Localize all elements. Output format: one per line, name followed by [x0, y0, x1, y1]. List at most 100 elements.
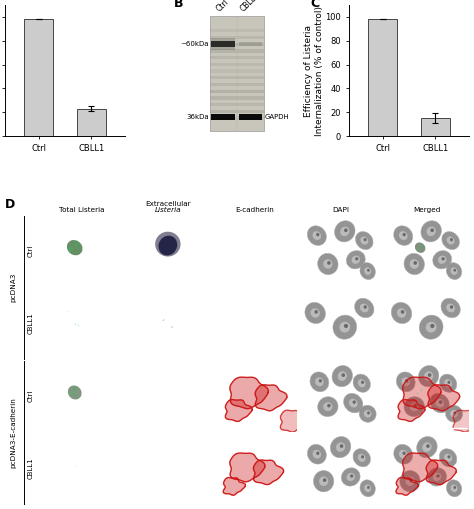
Ellipse shape [420, 244, 422, 246]
Ellipse shape [437, 474, 440, 477]
Ellipse shape [336, 442, 345, 452]
Ellipse shape [77, 241, 78, 243]
Ellipse shape [76, 246, 79, 247]
Ellipse shape [433, 473, 441, 481]
Bar [210, 29, 264, 33]
Text: Ctrl: Ctrl [27, 245, 34, 258]
Bar [239, 42, 262, 46]
Ellipse shape [367, 411, 370, 414]
Y-axis label: Efficiency of Listeria
Internalization (% of control): Efficiency of Listeria Internalization (… [304, 6, 324, 135]
Ellipse shape [364, 485, 371, 492]
Ellipse shape [344, 324, 348, 328]
Ellipse shape [405, 379, 408, 383]
Text: E-cadherin: E-cadherin [235, 207, 273, 213]
Ellipse shape [341, 373, 345, 377]
Ellipse shape [323, 478, 327, 482]
Ellipse shape [353, 449, 371, 467]
Ellipse shape [315, 377, 324, 386]
Ellipse shape [364, 267, 371, 275]
Bar [210, 76, 264, 79]
Ellipse shape [313, 470, 334, 492]
Ellipse shape [447, 381, 450, 384]
Ellipse shape [404, 397, 424, 416]
Bar [210, 110, 264, 113]
Bar [210, 63, 264, 66]
Ellipse shape [364, 305, 367, 309]
Ellipse shape [405, 476, 415, 486]
Ellipse shape [427, 227, 436, 236]
Ellipse shape [447, 455, 450, 459]
Ellipse shape [447, 304, 455, 313]
Ellipse shape [346, 473, 355, 481]
Ellipse shape [359, 405, 376, 422]
Ellipse shape [358, 379, 365, 387]
Ellipse shape [341, 468, 360, 486]
Ellipse shape [447, 263, 462, 279]
Ellipse shape [447, 480, 462, 497]
Ellipse shape [418, 392, 419, 394]
Ellipse shape [163, 246, 164, 249]
Bar [210, 43, 264, 46]
Ellipse shape [441, 257, 445, 261]
Ellipse shape [404, 253, 424, 275]
Polygon shape [402, 377, 441, 409]
Ellipse shape [435, 399, 444, 408]
Ellipse shape [340, 444, 343, 448]
Ellipse shape [400, 470, 420, 492]
Ellipse shape [68, 385, 82, 400]
Ellipse shape [397, 308, 406, 318]
Ellipse shape [323, 259, 332, 269]
Ellipse shape [327, 404, 331, 407]
Ellipse shape [70, 247, 71, 249]
Bar [210, 69, 264, 73]
Ellipse shape [399, 450, 408, 459]
Ellipse shape [439, 449, 457, 467]
Ellipse shape [353, 401, 356, 404]
Text: GAPDH: GAPDH [265, 114, 290, 120]
Text: CBLL1: CBLL1 [27, 313, 34, 334]
Text: Extracellular: Extracellular [145, 201, 191, 207]
Ellipse shape [78, 325, 79, 326]
Text: CBLL1: CBLL1 [239, 0, 262, 14]
Ellipse shape [409, 478, 413, 482]
Bar [211, 41, 235, 46]
Ellipse shape [72, 392, 73, 394]
Text: pcDNA3: pcDNA3 [10, 273, 16, 302]
Ellipse shape [421, 221, 441, 242]
Bar [210, 117, 264, 120]
Ellipse shape [424, 372, 433, 381]
Ellipse shape [399, 231, 408, 240]
Ellipse shape [454, 269, 456, 272]
Polygon shape [223, 477, 246, 495]
Bar [210, 96, 264, 100]
Ellipse shape [396, 372, 415, 392]
Ellipse shape [355, 257, 358, 261]
Bar [239, 114, 262, 120]
Polygon shape [396, 477, 418, 495]
Ellipse shape [319, 379, 322, 383]
Ellipse shape [426, 444, 430, 448]
Ellipse shape [335, 221, 355, 242]
Ellipse shape [364, 410, 372, 417]
Ellipse shape [422, 245, 423, 247]
Bar [210, 83, 264, 86]
Ellipse shape [444, 379, 452, 387]
Ellipse shape [172, 326, 173, 328]
Ellipse shape [165, 252, 167, 253]
Polygon shape [281, 410, 307, 432]
Bar [210, 36, 264, 39]
Ellipse shape [430, 324, 434, 328]
Ellipse shape [439, 401, 442, 404]
Bar [210, 90, 264, 93]
Bar [211, 114, 235, 120]
Ellipse shape [353, 374, 370, 392]
Bar [210, 56, 264, 59]
Ellipse shape [419, 365, 439, 387]
Ellipse shape [330, 437, 351, 458]
Ellipse shape [310, 308, 320, 318]
Ellipse shape [318, 397, 338, 416]
Ellipse shape [352, 256, 360, 264]
Ellipse shape [438, 256, 447, 264]
Ellipse shape [171, 249, 173, 250]
Ellipse shape [155, 232, 181, 257]
